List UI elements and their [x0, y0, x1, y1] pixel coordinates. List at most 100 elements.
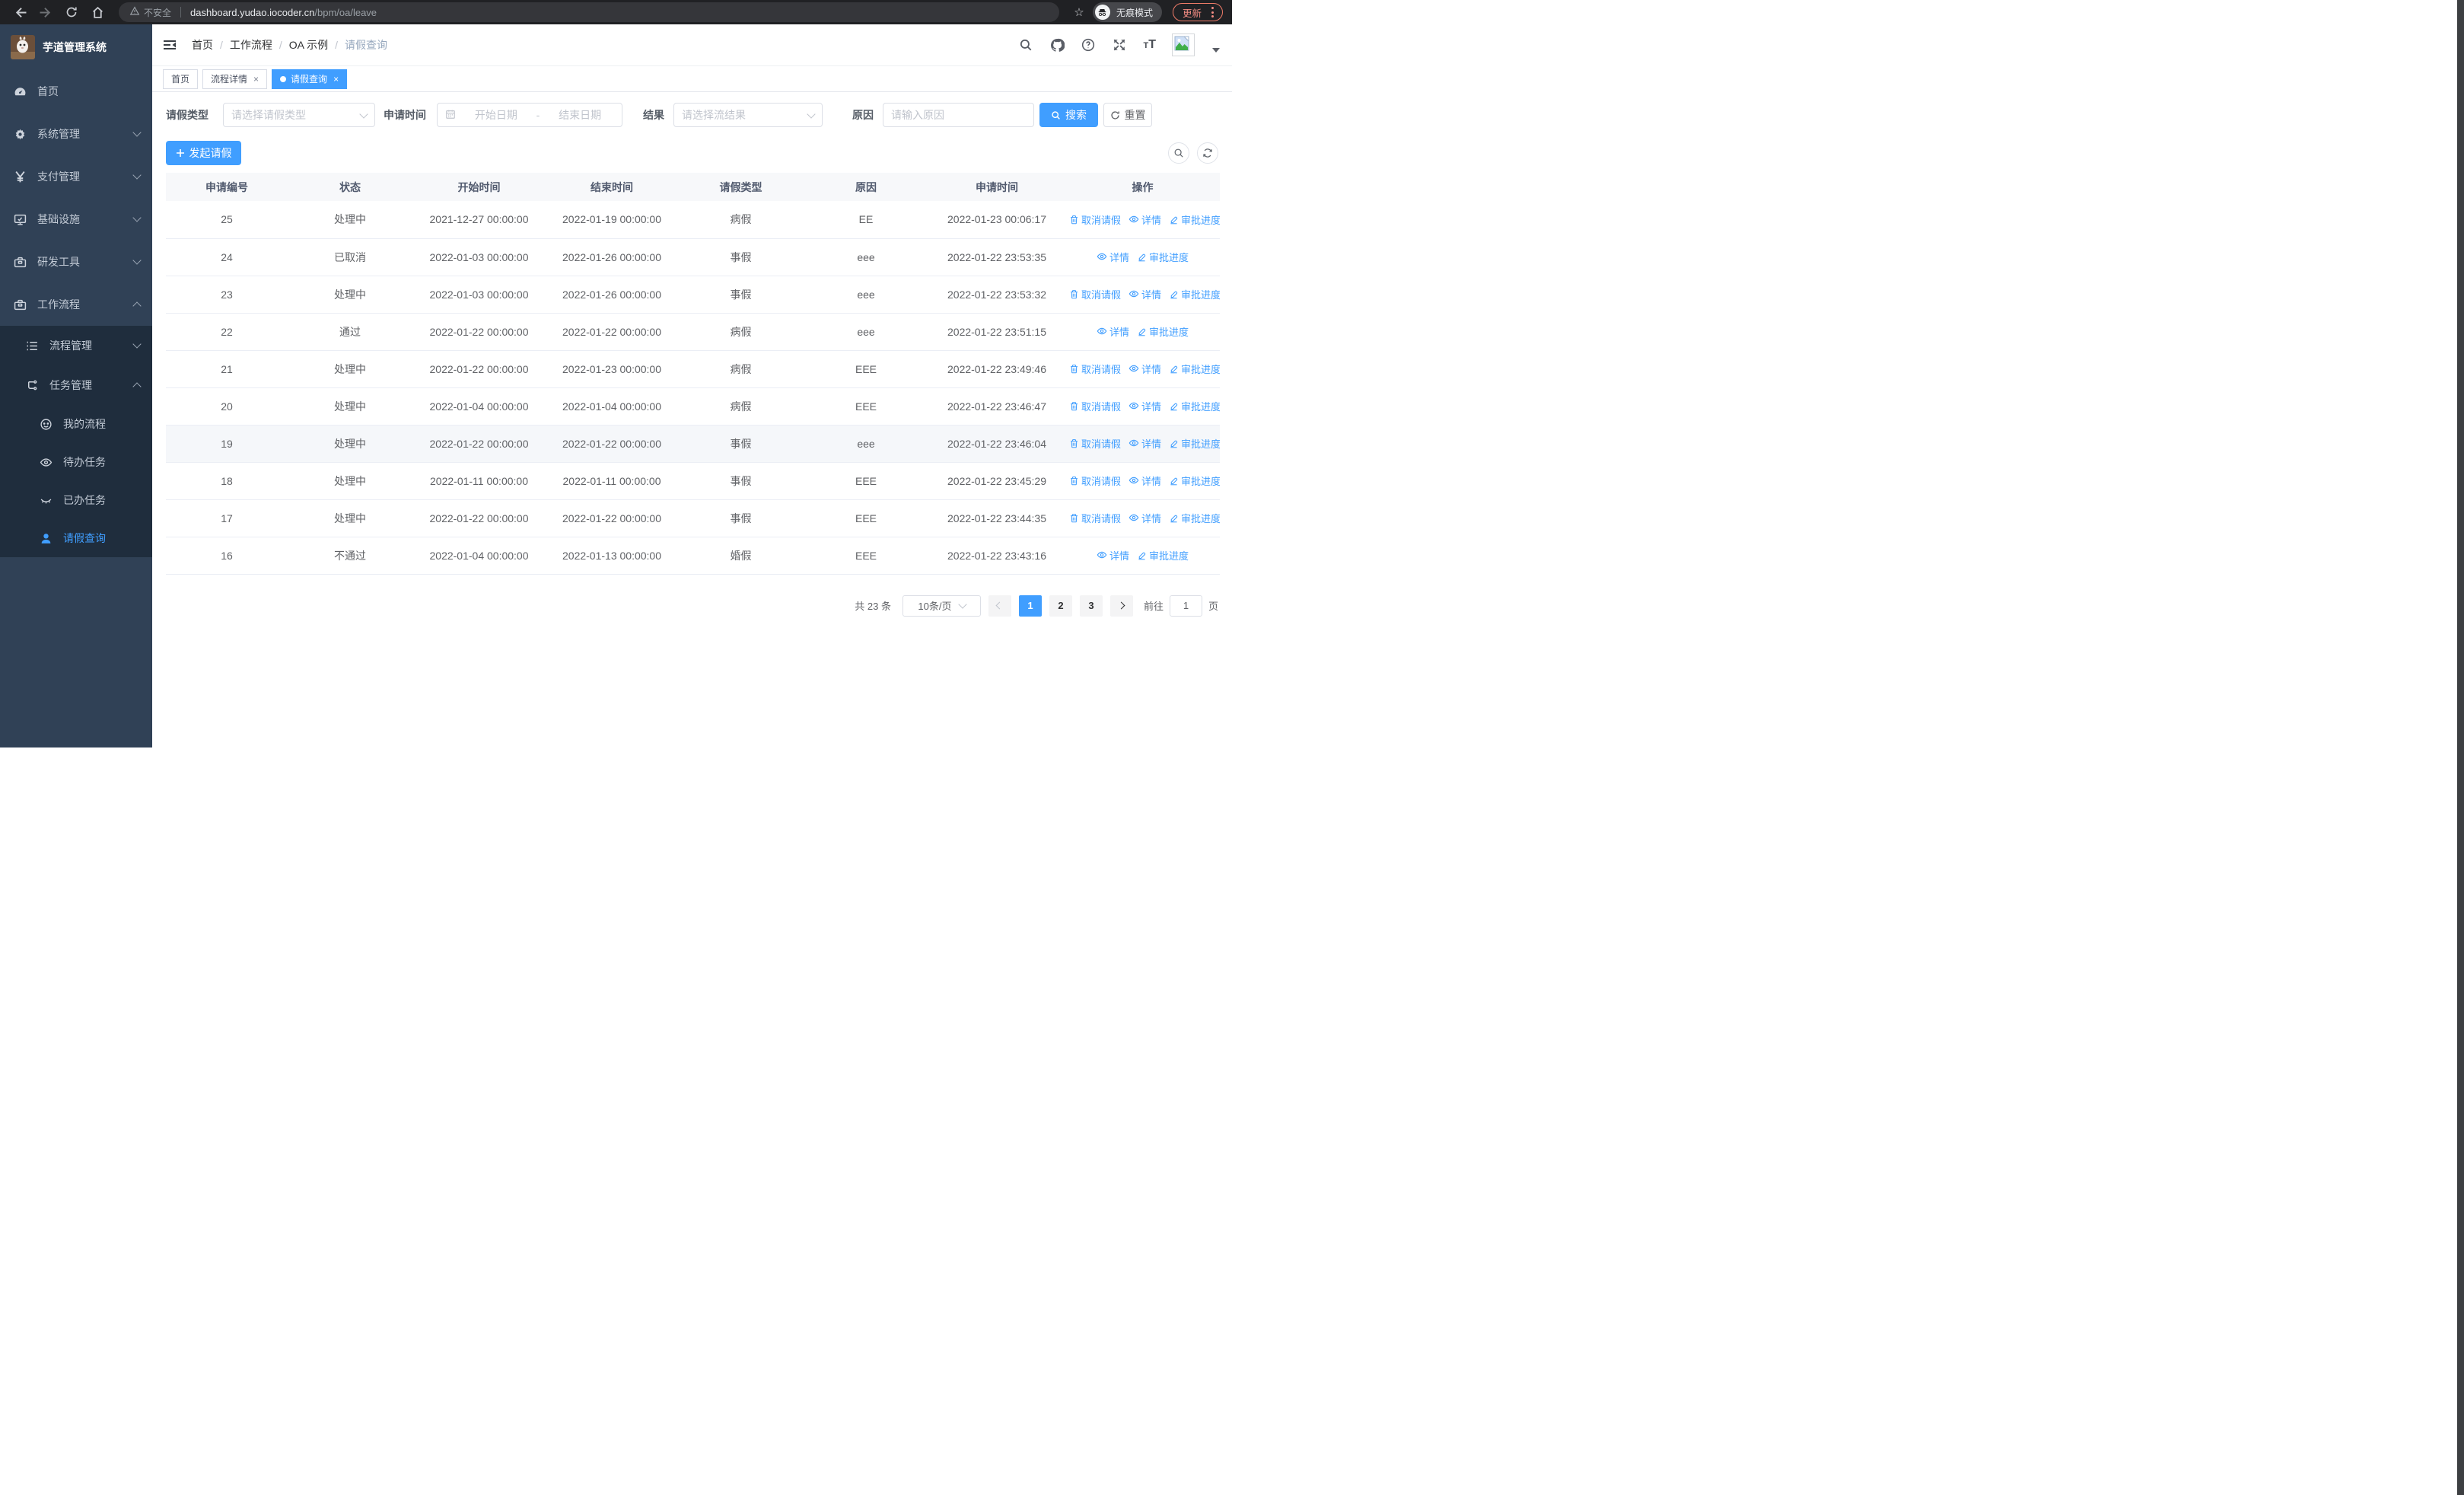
url-bar[interactable]: 不安全 dashboard.yudao.iocoder.cn/bpm/oa/le…	[119, 2, 1059, 22]
toggle-search-button[interactable]	[1168, 142, 1189, 164]
cell-actions: 取消请假 详情 审批进度	[1065, 350, 1220, 388]
action-progress-link[interactable]: 审批进度	[1169, 362, 1220, 376]
action-progress-link[interactable]: 审批进度	[1169, 511, 1220, 525]
page-size-select[interactable]: 10条/页	[902, 594, 981, 617]
cell-actions: 取消请假 详情 审批进度	[1065, 462, 1220, 500]
sidebar-item-my-process[interactable]: 我的流程	[0, 405, 152, 443]
sidebar-item-todo-tasks[interactable]: 待办任务	[0, 443, 152, 481]
table-row: 25 处理中 2021-12-27 00:00:00 2022-01-19 00:00…	[166, 201, 1220, 239]
action-progress-link[interactable]: 审批进度	[1169, 287, 1220, 301]
close-icon[interactable]: ×	[333, 73, 339, 84]
trash-icon	[1071, 402, 1078, 411]
action-progress-link[interactable]: 审批进度	[1169, 473, 1220, 488]
action-cancel-link[interactable]: 取消请假	[1069, 399, 1121, 413]
cell-id: 19	[166, 425, 288, 463]
browser-menu-button[interactable]: 更新	[1172, 3, 1223, 21]
eye-open-icon	[40, 457, 53, 467]
reason-input[interactable]: 请输入原因	[883, 103, 1034, 127]
prev-page-button[interactable]	[988, 594, 1011, 617]
cell-reason: EEE	[804, 387, 928, 426]
action-cancel-link[interactable]: 取消请假	[1069, 511, 1121, 525]
search-button[interactable]: 搜索	[1039, 103, 1098, 127]
table-row: 17 处理中 2022-01-22 00:00:00 2022-01-22 00:00…	[166, 499, 1220, 537]
page-button-3[interactable]: 3	[1079, 594, 1103, 617]
sidebar-item-system[interactable]: 系统管理	[0, 113, 152, 155]
reload-icon[interactable]	[61, 2, 82, 23]
action-detail-link[interactable]: 详情	[1097, 250, 1129, 264]
search-icon[interactable]	[1018, 37, 1033, 53]
tab-leave-query[interactable]: 请假查询 ×	[272, 69, 348, 89]
col-start: 开始时间	[412, 173, 546, 201]
action-cancel-link[interactable]: 取消请假	[1069, 436, 1121, 451]
avatar[interactable]	[1172, 33, 1195, 56]
goto-page-input[interactable]: 1	[1169, 594, 1202, 617]
avatar-dropdown-icon[interactable]	[1212, 48, 1220, 53]
tab-process-detail[interactable]: 流程详情 ×	[202, 69, 268, 89]
collapse-sidebar-icon[interactable]	[161, 37, 178, 53]
close-icon[interactable]: ×	[253, 73, 259, 84]
action-detail-link[interactable]: 详情	[1129, 473, 1161, 488]
sidebar-menu: 首页 系统管理 支付管理 基础设施 研发工具	[0, 70, 152, 557]
result-select[interactable]: 请选择流结果	[673, 103, 823, 127]
action-detail-link[interactable]: 详情	[1097, 548, 1129, 563]
action-detail-link[interactable]: 详情	[1129, 511, 1161, 525]
action-detail-link[interactable]: 详情	[1129, 212, 1161, 227]
trash-icon	[1071, 514, 1078, 523]
kebab-menu-icon[interactable]	[1209, 7, 1216, 18]
chevron-down-icon	[359, 109, 368, 119]
action-detail-link[interactable]: 详情	[1129, 287, 1161, 301]
sidebar-item-leave-query[interactable]: 请假查询	[0, 519, 152, 557]
next-page-button[interactable]	[1109, 594, 1133, 617]
cell-apply-time: 2022-01-22 23:43:16	[928, 537, 1065, 575]
sidebar-item-home[interactable]: 首页	[0, 70, 152, 113]
sidebar-item-done-tasks[interactable]: 已办任务	[0, 481, 152, 519]
action-cancel-link[interactable]: 取消请假	[1069, 212, 1121, 227]
forward-icon[interactable]	[35, 2, 56, 23]
action-detail-link[interactable]: 详情	[1097, 324, 1129, 339]
date-range-input[interactable]: 开始日期 - 结束日期	[437, 103, 622, 127]
sidebar-item-devtools[interactable]: 研发工具	[0, 241, 152, 283]
leave-type-select[interactable]: 请选择请假类型	[223, 103, 375, 127]
help-icon[interactable]	[1081, 37, 1096, 53]
update-label[interactable]: 更新	[1182, 8, 1202, 19]
action-progress-link[interactable]: 审批进度	[1169, 436, 1220, 451]
toolbar: 发起请假	[166, 141, 1218, 165]
sidebar-item-task-mgmt[interactable]: 任务管理	[0, 365, 152, 405]
edit-icon	[1138, 253, 1146, 262]
fullscreen-icon[interactable]	[1112, 37, 1127, 53]
refresh-table-button[interactable]	[1197, 142, 1218, 164]
back-icon[interactable]	[9, 2, 30, 23]
sidebar-item-process-mgmt[interactable]: 流程管理	[0, 326, 152, 365]
action-progress-link[interactable]: 审批进度	[1169, 399, 1220, 413]
edit-icon	[1138, 552, 1146, 560]
bookmark-star-icon[interactable]: ☆	[1074, 6, 1084, 19]
tab-home[interactable]: 首页	[163, 69, 199, 89]
github-icon[interactable]	[1049, 37, 1065, 53]
page-button-2[interactable]: 2	[1049, 594, 1072, 617]
col-type: 请假类型	[678, 173, 804, 201]
action-detail-link[interactable]: 详情	[1129, 436, 1161, 451]
action-progress-link[interactable]: 审批进度	[1169, 212, 1220, 227]
home-icon[interactable]	[87, 2, 108, 23]
action-detail-link[interactable]: 详情	[1129, 362, 1161, 376]
create-leave-button[interactable]: 发起请假	[166, 141, 241, 165]
cell-status: 处理中	[288, 499, 412, 537]
page-button-1[interactable]: 1	[1018, 594, 1042, 617]
reset-button[interactable]: 重置	[1103, 103, 1152, 127]
breadcrumb-oa[interactable]: OA 示例	[288, 39, 329, 51]
action-progress-link[interactable]: 审批进度	[1137, 548, 1189, 563]
table-row: 16 不通过 2022-01-04 00:00:00 2022-01-13 00:00…	[166, 537, 1220, 575]
breadcrumb-workflow[interactable]: 工作流程	[229, 39, 272, 51]
action-detail-link[interactable]: 详情	[1129, 399, 1161, 413]
sidebar-item-infra[interactable]: 基础设施	[0, 198, 152, 241]
action-cancel-link[interactable]: 取消请假	[1069, 473, 1121, 488]
action-cancel-link[interactable]: 取消请假	[1069, 362, 1121, 376]
action-cancel-link[interactable]: 取消请假	[1069, 287, 1121, 301]
cell-reason: EEE	[804, 462, 928, 500]
breadcrumb-home[interactable]: 首页	[192, 39, 213, 51]
sidebar-item-payment[interactable]: 支付管理	[0, 155, 152, 198]
action-progress-link[interactable]: 审批进度	[1137, 250, 1189, 264]
sidebar-item-workflow[interactable]: 工作流程	[0, 283, 152, 326]
action-progress-link[interactable]: 审批进度	[1137, 324, 1189, 339]
